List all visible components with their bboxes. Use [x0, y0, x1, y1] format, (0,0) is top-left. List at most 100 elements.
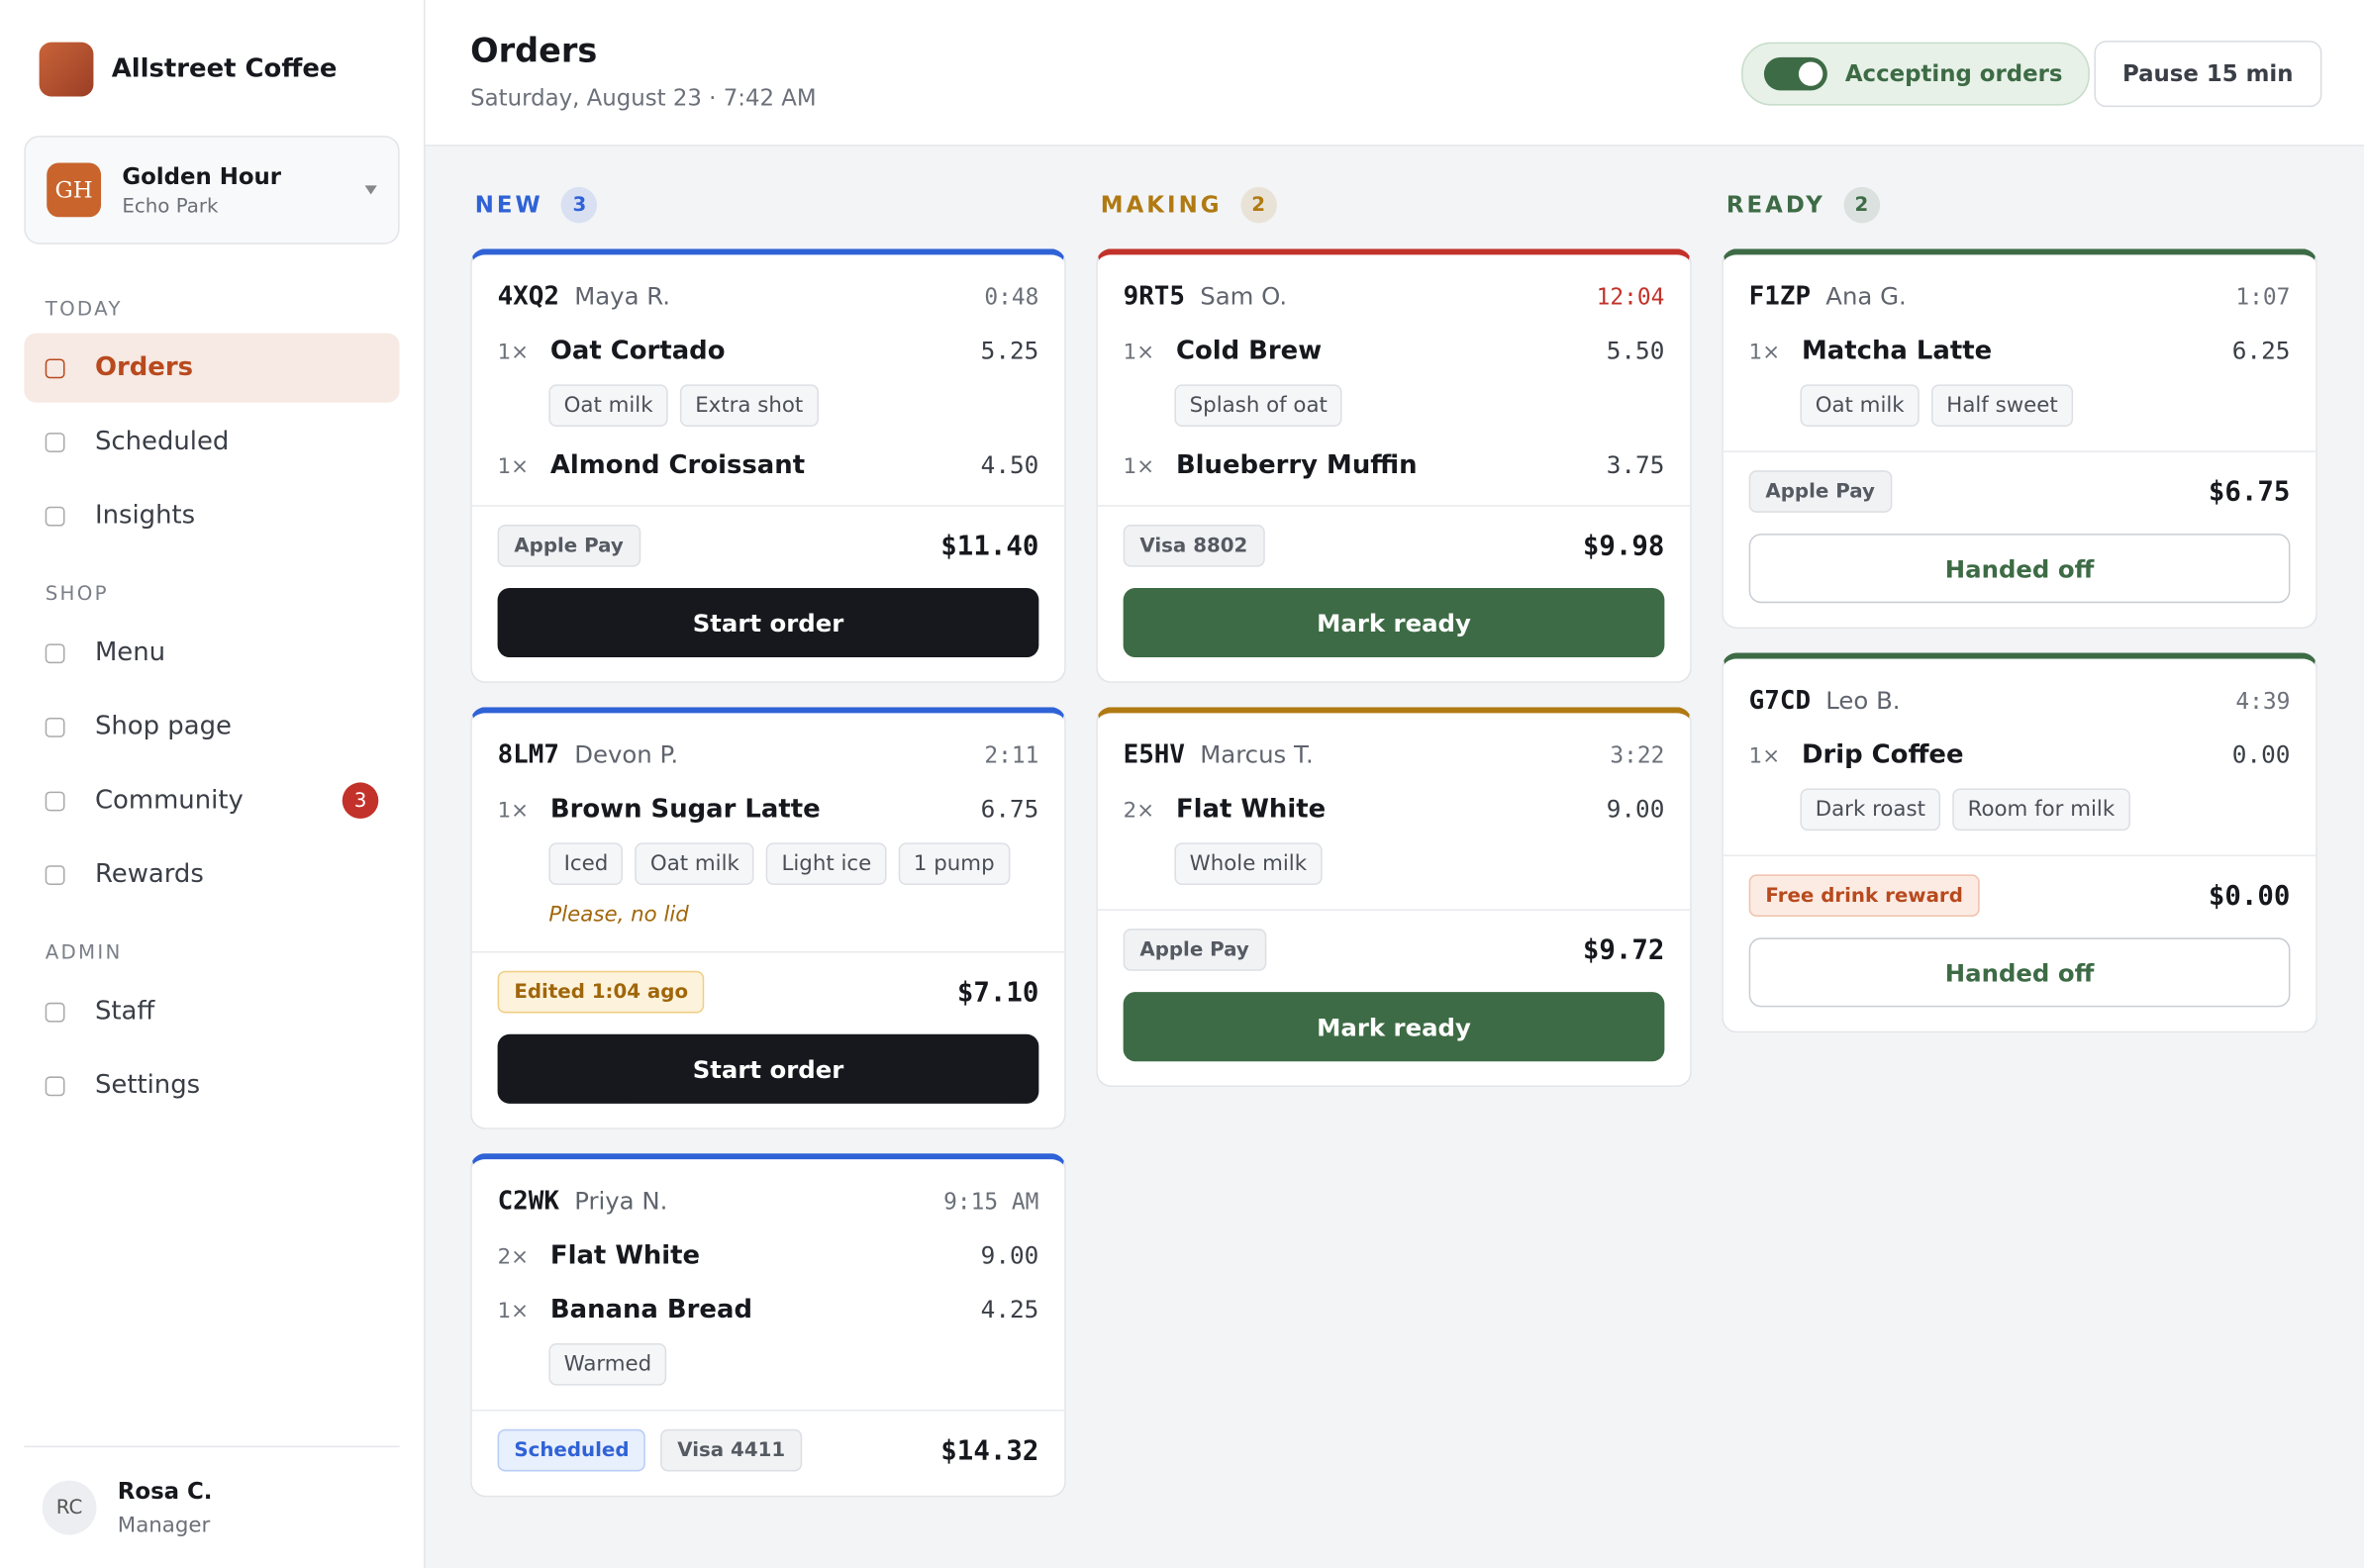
modifiers: Iced Oat milk Light ice 1 pump	[472, 825, 1065, 886]
elapsed-time: 3:22	[1610, 741, 1665, 769]
quantity: 1×	[1123, 454, 1155, 480]
nav-icon	[45, 864, 65, 885]
item-name: Flat White	[1175, 794, 1327, 826]
order-tag: Apple Pay	[1123, 929, 1266, 971]
order-total: $9.98	[1582, 530, 1665, 562]
modifier: Iced	[548, 842, 624, 886]
item-price: 0.00	[2231, 739, 2291, 769]
modifier: Oat milk	[548, 384, 668, 428]
column-title: MAKING	[1100, 191, 1223, 219]
brand: Allstreet Coffee	[39, 42, 400, 97]
footer-row: Apple Pay $6.75	[1748, 470, 2290, 513]
action-button[interactable]: Mark ready	[1123, 587, 1665, 658]
user-name: Rosa C.	[117, 1477, 213, 1505]
order-footer: Free drink reward $0.00 Handed off	[1723, 854, 2316, 1031]
modifiers: Splash of oat	[1098, 366, 1691, 428]
nav-item[interactable]: Settings	[24, 1051, 399, 1121]
nav-item[interactable]: Scheduled	[24, 407, 399, 476]
column-header: READY 2	[1725, 186, 2317, 224]
order-card[interactable]: F1ZP Ana G. 1:07 1× Matcha Latte 6.25 Oat milk…	[1722, 248, 2317, 630]
nav-item[interactable]: Community 3	[24, 766, 399, 835]
action-button[interactable]: Start order	[497, 1033, 1039, 1104]
item-name: Oat Cortado	[549, 336, 726, 367]
order-card[interactable]: 9RT5 Sam O. 12:04 1× Cold Brew 5.50 Splash of …	[1096, 248, 1692, 683]
item-name: Brown Sugar Latte	[549, 794, 821, 826]
footer-row: Visa 8802 $9.98	[1123, 525, 1665, 567]
item-name: Cold Brew	[1175, 336, 1323, 367]
accepting-toggle[interactable]: Accepting orders	[1740, 42, 2090, 106]
item-price: 3.75	[1606, 450, 1665, 480]
order-header: E5HV Marcus T. 3:22	[1098, 713, 1691, 770]
item-price: 6.25	[2231, 336, 2291, 365]
order-code: C2WK	[497, 1186, 559, 1218]
location-name: Golden Hour	[122, 161, 282, 190]
item-name: Matcha Latte	[1801, 336, 1993, 367]
order-tag: Apple Pay	[1748, 470, 1892, 513]
elapsed-time: 12:04	[1596, 283, 1665, 311]
quantity: 1×	[497, 799, 530, 824]
order-total: $0.00	[2208, 879, 2291, 912]
item-price: 5.25	[980, 336, 1039, 365]
location-picker[interactable]: GH Golden Hour Echo Park	[24, 136, 400, 245]
nav-label: Staff	[94, 996, 155, 1028]
action-button[interactable]: Mark ready	[1123, 992, 1665, 1062]
nav-item[interactable]: Rewards	[24, 839, 399, 909]
nav-label: Rewards	[94, 859, 204, 890]
nav-icon	[45, 1075, 65, 1096]
quantity: 1×	[497, 454, 530, 480]
nav-item[interactable]: Orders	[24, 333, 400, 403]
modifier: Whole milk	[1174, 842, 1323, 886]
action-button[interactable]: Start order	[497, 587, 1039, 658]
location-avatar: GH	[47, 162, 102, 218]
item-price: 6.75	[980, 794, 1039, 824]
nav-icon	[45, 432, 65, 452]
modifiers: Oat milk Extra shot	[472, 366, 1065, 428]
customer: Marcus T.	[1200, 739, 1314, 769]
quantity: 1×	[497, 1299, 530, 1324]
order-card[interactable]: 8LM7 Devon P. 2:11 1× Brown Sugar Latte 6.75 I…	[470, 707, 1066, 1129]
order-tag: Scheduled	[497, 1428, 646, 1472]
item-name: Flat White	[549, 1240, 701, 1271]
column-title: READY	[1725, 191, 1825, 219]
nav-item[interactable]: Menu	[24, 618, 399, 687]
action-button[interactable]: Handed off	[1748, 534, 2291, 604]
footer-row: Apple Pay $9.72	[1123, 929, 1665, 971]
nav-item[interactable]: Shop page	[24, 692, 399, 761]
toggle-label: Accepting orders	[1844, 59, 2063, 88]
quantity: 1×	[1123, 341, 1155, 365]
order-card[interactable]: G7CD Leo B. 4:39 1× Drip Coffee 0.00 Dark roas…	[1722, 652, 2317, 1033]
order-code: 4XQ2	[497, 281, 559, 313]
item-name: Banana Bread	[549, 1295, 753, 1325]
modifier: 1 pump	[898, 842, 1010, 886]
user-avatar: RC	[42, 1480, 97, 1535]
page-title: Orders	[470, 33, 598, 71]
item-name: Blueberry Muffin	[1175, 450, 1418, 481]
customer: Ana G.	[1825, 281, 1907, 311]
order-card[interactable]: 4XQ2 Maya R. 0:48 1× Oat Cortado 5.25 Oat milk…	[470, 248, 1066, 683]
footer-row: Scheduled Visa 4411 $14.32	[497, 1428, 1039, 1472]
user[interactable]: RC Rosa C. Manager	[24, 1445, 400, 1568]
pause-button[interactable]: Pause 15 min	[2094, 41, 2322, 108]
order-code: 8LM7	[497, 739, 559, 771]
nav-item[interactable]: Staff	[24, 977, 399, 1046]
order-header: G7CD Leo B. 4:39	[1724, 659, 2316, 716]
nav-section-title: SHOP	[45, 583, 109, 607]
item-price: 5.50	[1606, 336, 1665, 365]
customer: Devon P.	[574, 739, 679, 769]
modifier: Warmed	[548, 1342, 667, 1386]
action-button[interactable]: Handed off	[1748, 937, 2291, 1008]
column: READY 2 F1ZP Ana G. 1:07 1× Matcha Latte 6.25 Oa…	[1722, 186, 2317, 1521]
modifiers: Whole milk	[1098, 825, 1691, 886]
order-card[interactable]: E5HV Marcus T. 3:22 2× Flat White 9.00 Whole m…	[1096, 707, 1692, 1088]
order-header: 9RT5 Sam O. 12:04	[1098, 254, 1691, 312]
nav-item[interactable]: Insights	[24, 481, 399, 550]
modifiers: Warmed	[472, 1325, 1065, 1386]
nav-label: Menu	[94, 637, 166, 668]
nav-label: Community	[94, 785, 244, 816]
modifiers: Dark roast Room for milk	[1724, 770, 2316, 832]
order-total: $9.72	[1582, 933, 1665, 966]
item-name: Drip Coffee	[1801, 739, 1964, 771]
order-card[interactable]: C2WK Priya N. 9:15 AM 2× Flat White 9.00 1× Ban…	[470, 1153, 1066, 1498]
nav-section-title: TODAY	[45, 298, 123, 322]
